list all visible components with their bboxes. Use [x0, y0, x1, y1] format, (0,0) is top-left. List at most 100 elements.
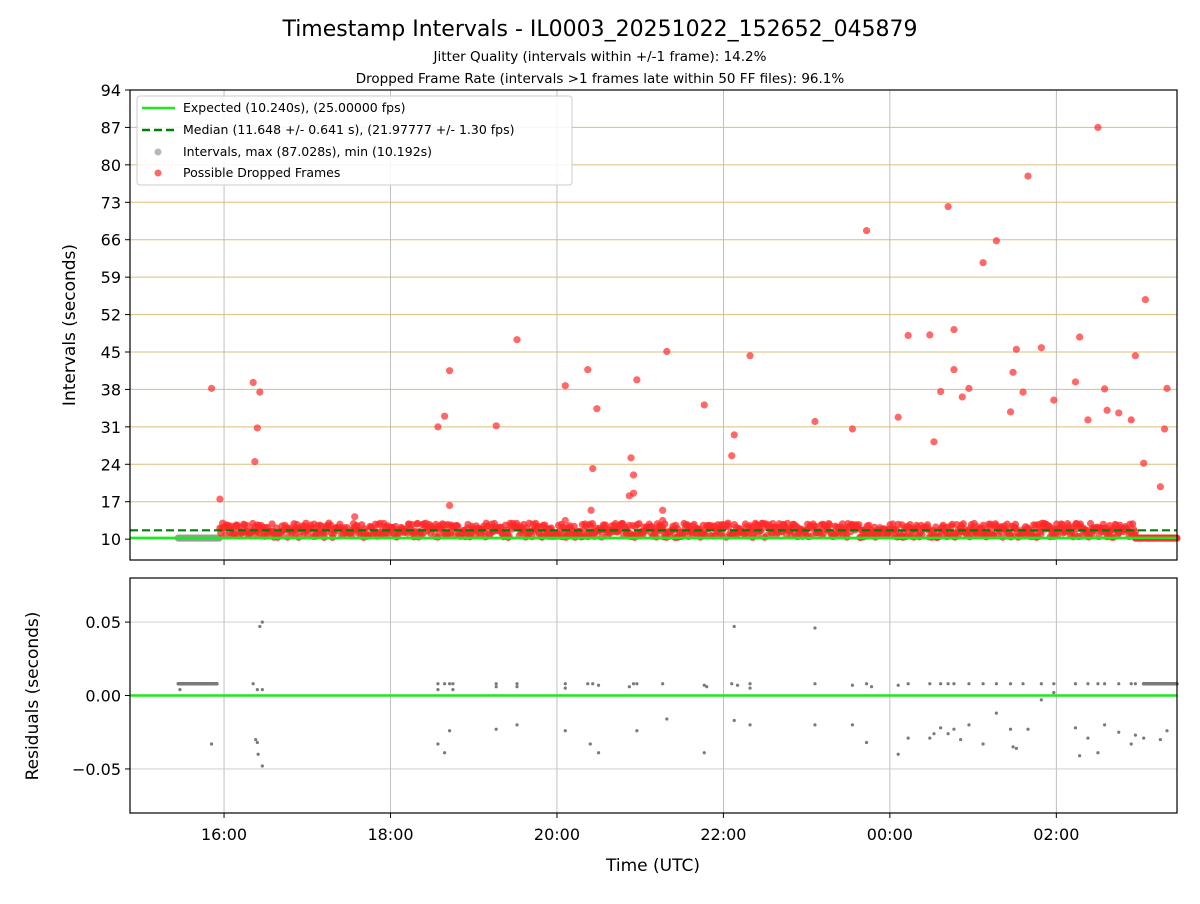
- residual-point: [436, 688, 440, 692]
- bottom-x-tick-label: 02:00: [1033, 825, 1079, 844]
- dropped-frame-point: [587, 506, 595, 514]
- dropped-frame-point: [1012, 345, 1020, 353]
- top-y-tick-label: 31: [101, 418, 121, 437]
- dropped-frame-point: [253, 424, 261, 432]
- residual-point: [1073, 682, 1078, 686]
- bottom-x-tick-label: 22:00: [700, 825, 746, 844]
- residual-point: [451, 682, 455, 686]
- top-reference-lines: [130, 529, 1177, 540]
- dropped-frame-point: [570, 522, 578, 530]
- bottom-x-tick-label: 18:00: [367, 825, 413, 844]
- residual-point: [1102, 723, 1107, 727]
- dropped-frame-point: [926, 331, 934, 339]
- residual-point: [748, 723, 752, 727]
- top-y-tick-label: 94: [101, 81, 121, 100]
- residual-point: [813, 682, 817, 686]
- residual-point: [588, 742, 592, 746]
- dropped-frame-point: [958, 393, 966, 401]
- residual-point: [735, 683, 740, 687]
- dropped-frame-point: [1163, 384, 1171, 392]
- residual-point: [1102, 682, 1107, 686]
- dropped-frame-point: [627, 454, 635, 462]
- residual-point: [661, 682, 665, 686]
- legend-label-median: Median (11.648 +/- 0.641 s), (21.97777 +…: [183, 122, 514, 137]
- dropped-frame-point: [1084, 416, 1092, 424]
- residual-point: [635, 682, 639, 686]
- residual-point: [1165, 729, 1169, 733]
- dropped-frame-point: [1131, 352, 1139, 360]
- dropped-frame-point: [249, 378, 257, 387]
- dropped-frame-point: [894, 413, 902, 421]
- residual-point: [436, 742, 440, 746]
- legend-swatch-dropped: [154, 169, 162, 177]
- dropped-frame-point: [811, 522, 819, 530]
- residual-point: [494, 727, 498, 731]
- residual-point: [732, 718, 736, 723]
- dropped-frame-point: [351, 513, 359, 521]
- dropped-frame-point: [593, 405, 601, 413]
- residual-point: [932, 732, 936, 736]
- dropped-frame-point: [930, 438, 938, 446]
- top-plot-frame: [129, 89, 1178, 561]
- dropped-frame-point: [979, 259, 987, 267]
- residual-point: [515, 685, 519, 689]
- dropped-frame-point: [243, 522, 251, 530]
- dropped-frame-point: [207, 384, 216, 392]
- chart-title: Timestamp Intervals - IL0003_20251022_15…: [281, 17, 917, 42]
- dropped-frame-point: [937, 387, 945, 396]
- residual-point: [1052, 690, 1056, 695]
- dropped-frame-point: [445, 367, 454, 375]
- top-y-tick-label: 24: [101, 455, 121, 474]
- dropped-frame-point: [1156, 483, 1164, 491]
- top-y-tick-label: 80: [101, 156, 121, 175]
- dropped-frame-point: [746, 352, 754, 360]
- legend-label-expected: Expected (10.240s), (25.00000 fps): [183, 100, 405, 115]
- residual-point: [1026, 727, 1030, 731]
- residual-point: [730, 682, 734, 686]
- residual-point: [627, 685, 631, 689]
- dropped-frame-point: [1115, 409, 1123, 417]
- top-y-tick-label: 66: [101, 231, 121, 250]
- residual-point: [1158, 737, 1162, 742]
- residual-point: [748, 682, 752, 686]
- dropped-frame-point: [979, 521, 988, 529]
- dropped-frame-point: [589, 464, 597, 473]
- dropped-frame-point: [454, 522, 462, 531]
- residual-point: [939, 682, 943, 686]
- dropped-frame-point: [959, 520, 967, 528]
- residual-point: [563, 686, 567, 690]
- dropped-frame-point: [1141, 296, 1149, 304]
- residual-point: [258, 624, 262, 629]
- residual-point: [260, 764, 264, 768]
- residual-point: [959, 737, 963, 742]
- residual-point: [255, 688, 259, 692]
- dropped-frame-point: [216, 495, 224, 503]
- residual-point: [928, 682, 932, 686]
- top-y-ticks: 10 17 24 31 38 45 52 59 66 73 80 87 94: [101, 81, 130, 549]
- residual-point: [494, 685, 498, 689]
- residual-point: [952, 727, 956, 731]
- bottom-x-tick-label: 20:00: [534, 825, 580, 844]
- residual-point: [1086, 682, 1090, 686]
- legend-box: [136, 95, 573, 186]
- dropped-frame-point: [848, 425, 857, 433]
- dropped-frame-point: [1037, 344, 1045, 352]
- residual-point: [850, 683, 855, 687]
- dropped-frame-point: [304, 531, 312, 539]
- residual-point: [946, 682, 950, 686]
- residual-point: [994, 711, 998, 715]
- dropped-frame-point: [904, 331, 912, 340]
- residual-point: [967, 682, 971, 686]
- dropped-frame-point: [1050, 396, 1058, 404]
- dropped-frame-point: [584, 366, 592, 374]
- top-y-tick-label: 10: [101, 530, 121, 549]
- top-y-axis-label: Intervals (seconds): [60, 244, 80, 406]
- dropped-frame-point: [1006, 408, 1015, 416]
- chart-subtitle-dropped: Dropped Frame Rate (intervals >1 frames …: [356, 71, 845, 87]
- residual-point: [1096, 682, 1100, 686]
- top-y-tick-label: 59: [101, 268, 121, 287]
- dropped-frame-point: [663, 347, 671, 356]
- residual-point: [967, 723, 971, 727]
- residual-point: [563, 729, 567, 733]
- top-y-tick-label: 45: [101, 343, 121, 362]
